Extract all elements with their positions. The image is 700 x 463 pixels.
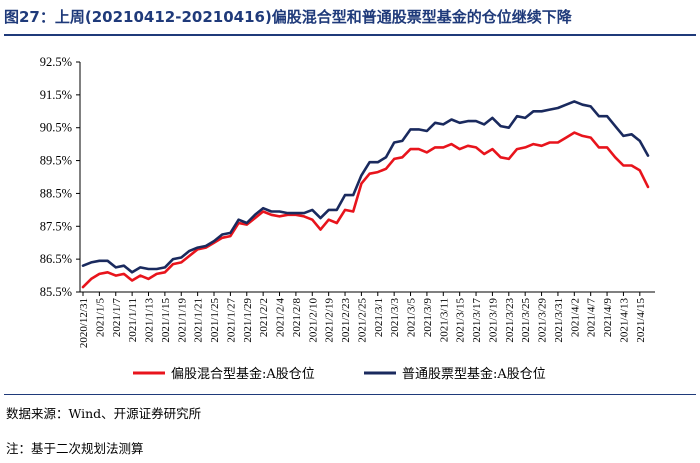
x-tick-label: 2021/1/19 [176,298,188,343]
x-tick-label: 2021/3/29 [537,298,549,343]
series-line-1 [81,131,650,289]
x-tick-label: 2021/4/9 [602,298,614,338]
y-tick-label: 90.5% [40,121,72,135]
x-tick-label: 2021/4/13 [618,298,630,343]
y-tick-label: 92.5% [40,55,72,69]
x-tick-label: 2021/2/25 [356,298,368,343]
x-tick-label: 2021/2/10 [307,298,319,343]
x-tick-label: 2021/1/25 [209,298,221,343]
x-tick-label: 2021/2/4 [275,298,287,338]
x-tick-label: 2021/3/31 [553,298,565,343]
x-tick-label: 2021/1/7 [111,298,123,338]
x-tick-label: 2021/2/2 [258,298,270,337]
x-tick-label: 2021/2/19 [324,298,336,343]
x-tick-label: 2021/3/5 [406,298,418,338]
y-tick-label: 86.5% [40,252,72,266]
x-tick-label: 2021/3/25 [520,298,532,343]
x-tick-label: 2021/3/9 [422,298,434,338]
x-tick-label: 2021/1/29 [242,298,254,343]
x-tick-label: 2021/3/3 [389,298,401,338]
x-tick-label: 2021/2/8 [291,298,303,338]
source-note: 数据来源：Wind、开源证券研究所 [6,406,202,421]
x-tick-label: 2021/3/17 [471,298,483,343]
y-tick-label: 88.5% [40,186,72,200]
x-tick-label: 2021/1/21 [193,298,205,343]
legend: 偏股混合型基金:A股仓位 普通股票型基金:A股仓位 [133,366,546,382]
x-tick-label: 2021/1/27 [225,298,237,343]
x-tick-label: 2021/3/19 [487,298,499,343]
x-tick-label: 2021/2/23 [340,298,352,343]
x-tick-label: 2021/3/11 [438,298,450,342]
y-axis: 85.5% 86.5% 87.5% 88.5% 89.5% 90.5% 91.5% 92.5% [40,55,81,299]
x-tick-label: 2021/4/2 [569,298,581,337]
y-tick-label: 91.5% [40,88,72,102]
y-tick-label: 89.5% [40,154,72,168]
line-chart: 85.5% 86.5% 87.5% 88.5% 89.5% 90.5% 91.5% 92.5%… [40,55,655,382]
x-tick-label: 2021/4/7 [586,298,598,338]
method-note: 注：基于二次规划法测算 [6,441,144,456]
x-tick-label: 2021/3/1 [373,298,385,337]
y-tick-label: 87.5% [40,219,72,233]
x-tick-label: 2021/1/5 [94,298,106,338]
x-tick-label: 2021/3/15 [455,298,467,343]
legend-label-1: 偏股混合型基金:A股仓位 [171,366,315,382]
x-tick-label: 2021/1/13 [144,298,156,343]
x-tick-label: 2021/3/23 [504,298,516,343]
y-tick-label: 85.5% [40,285,72,299]
title-divider [4,34,696,36]
legend-label-2: 普通股票型基金:A股仓位 [402,366,546,382]
x-tick-label: 2020/12/31 [78,298,90,348]
x-tick-label: 2021/1/15 [160,298,172,343]
series-lines [81,100,650,289]
footer-divider [4,394,696,395]
chart-title: 图27：上周(20210412-20210416)偏股混合型和普通股票型基金的仓… [4,8,572,26]
series-line-2 [81,100,650,274]
x-tick-label: 2021/1/11 [127,298,139,342]
x-tick-label: 2021/4/15 [635,298,647,343]
x-axis: 2020/12/31 2021/1/5 2021/1/7 2021/1/11 2021/… [78,291,655,348]
